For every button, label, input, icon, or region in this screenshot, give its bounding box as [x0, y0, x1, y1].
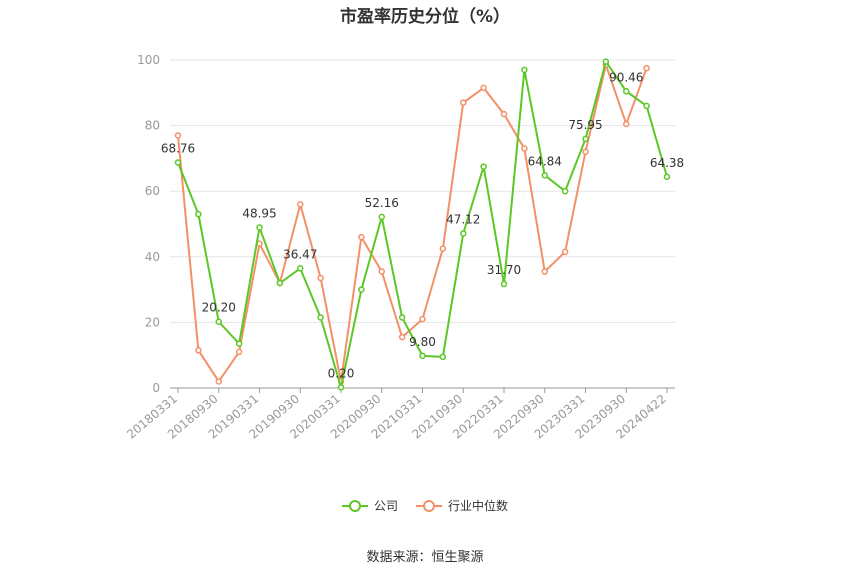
data-label: 20.20	[202, 301, 236, 315]
grid	[170, 59, 675, 323]
point-industry-median	[521, 145, 528, 152]
point-industry-median	[317, 274, 324, 282]
point-company	[276, 279, 284, 287]
point-company	[378, 213, 385, 221]
point-industry-median	[561, 248, 569, 256]
data-label: 52.16	[365, 196, 399, 210]
data-label: 48.95	[242, 206, 276, 220]
point-company	[358, 286, 365, 293]
point-industry-median	[398, 333, 406, 341]
point-industry-median	[582, 148, 589, 156]
data-label: 31.70	[487, 263, 521, 277]
data-label: 75.95	[568, 118, 602, 132]
point-industry-median	[174, 132, 182, 139]
legend-line-marker-icon	[416, 499, 442, 512]
point-company	[195, 210, 202, 218]
data-label: 68.76	[161, 141, 195, 155]
data-label: 36.47	[283, 247, 317, 261]
point-industry-median	[358, 233, 365, 241]
point-industry-median	[195, 347, 202, 354]
point-company	[215, 318, 222, 325]
point-industry-median	[439, 245, 447, 252]
series-line-industry-median	[177, 63, 648, 383]
y-tick-label: 100	[137, 53, 160, 67]
point-company	[541, 172, 548, 179]
point-company	[561, 187, 569, 195]
point-industry-median	[480, 84, 487, 92]
point-company	[500, 280, 508, 288]
y-tick-label: 80	[145, 119, 160, 133]
point-company	[460, 230, 467, 237]
legend: 公司 行业中位数	[0, 497, 850, 514]
point-company	[174, 159, 182, 166]
legend-item-company[interactable]: 公司	[341, 497, 398, 514]
y-tick-label: 40	[145, 250, 160, 264]
source-note: 数据来源：恒生聚源	[366, 550, 484, 565]
series-layer	[174, 58, 671, 391]
point-company	[398, 314, 406, 321]
legend-label-industry-median: 行业中位数	[448, 499, 509, 513]
y-tick-label: 60	[145, 184, 160, 198]
point-company	[317, 314, 324, 321]
legend-label-company: 公司	[373, 499, 398, 513]
point-company	[439, 353, 447, 361]
y-tick-label: 20	[145, 315, 160, 329]
line-chart: 0204060801002018033120180930201903312019…	[124, 53, 684, 442]
point-industry-median	[643, 64, 650, 72]
legend-line-marker-icon	[341, 499, 368, 512]
point-company	[623, 88, 630, 95]
point-industry-median	[541, 268, 548, 275]
point-company	[582, 135, 589, 143]
point-industry-median	[623, 120, 630, 128]
point-company	[521, 66, 528, 74]
point-company	[419, 352, 426, 360]
point-company	[663, 173, 671, 181]
point-company	[235, 340, 243, 347]
point-industry-median	[460, 99, 467, 106]
data-label: 0.20	[328, 366, 355, 380]
point-company	[256, 224, 263, 231]
data-label: 64.84	[528, 154, 562, 168]
data-labels: 68.76 20.20 48.95 36.47 0.20 52.16 9.80 47.12 31…	[161, 70, 684, 380]
data-label: 90.46	[609, 70, 643, 84]
point-industry-median	[215, 378, 222, 385]
data-label: 9.80	[409, 335, 436, 349]
point-industry-median	[297, 201, 304, 208]
data-label: 47.12	[446, 212, 480, 226]
point-company	[297, 265, 304, 272]
point-company	[337, 384, 345, 391]
point-industry-median	[378, 268, 385, 275]
point-industry-median	[235, 348, 243, 356]
point-company	[643, 102, 650, 110]
point-company	[480, 163, 487, 170]
legend-item-industry-median[interactable]: 行业中位数	[416, 497, 508, 514]
point-industry-median	[419, 315, 426, 323]
point-industry-median	[500, 110, 508, 118]
y-tick-label: 0	[152, 381, 160, 395]
data-label: 64.38	[650, 156, 684, 170]
point-company	[602, 58, 610, 65]
chart-title: 市盈率历史分位（%）	[339, 7, 511, 27]
